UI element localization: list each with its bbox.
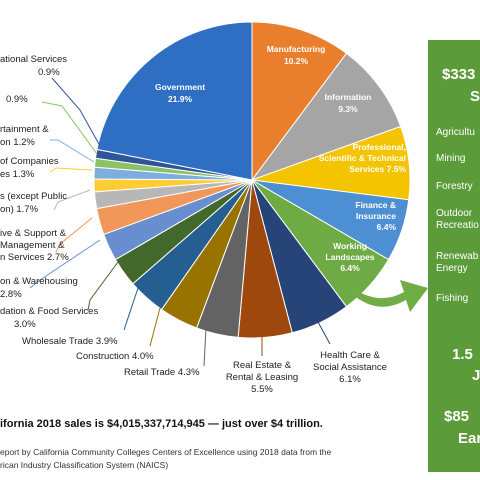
panel-title-suffix: S xyxy=(470,88,480,105)
pie-slice-government xyxy=(96,21,253,181)
leader-admin xyxy=(55,217,93,253)
panel-item-renewable: Renewab xyxy=(436,251,479,262)
panel-item-mining: Mining xyxy=(436,153,466,164)
leader-transport xyxy=(29,239,101,289)
panel-item-recreation: Recreatio xyxy=(436,220,479,231)
slice-label-government: Government 21.9% xyxy=(155,82,205,104)
leader-health xyxy=(317,321,331,345)
slice-label-management: of Companies es 1.3% xyxy=(0,156,59,180)
total-sales-text: ifornia 2018 sales is $4,015,337,714,945… xyxy=(0,418,323,430)
arrow-icon xyxy=(352,280,428,312)
source-line-2: rican Industry Classification System (NA… xyxy=(0,460,169,470)
side-panel xyxy=(428,40,480,472)
slice-label-other: s (except Public on) 1.7% xyxy=(0,191,67,215)
leader-arts xyxy=(50,139,95,163)
slice-label-finance: Finance & Insurance 6.4% xyxy=(355,200,396,232)
leader-accommodation xyxy=(87,261,119,311)
slice-label-accommodation: dation & Food Services 3.0% xyxy=(0,306,98,330)
pie-slice-information xyxy=(250,52,402,182)
slice-label-wholesale: Wholesale Trade 3.9% xyxy=(22,336,118,347)
slice-label-construction: Construction 4.0% xyxy=(76,351,154,362)
slice-label-real-estate: Real Estate & Rental & Leasing 5.5% xyxy=(226,360,298,395)
slice-label-information: Information 9.3% xyxy=(325,92,372,114)
leader-lines xyxy=(29,77,331,367)
panel-item-forestry: Forestry xyxy=(436,181,473,192)
leader-construction xyxy=(149,307,161,347)
slice-label-arts: rtainment & on 1.2% xyxy=(0,124,49,148)
leader-wholesale xyxy=(123,287,139,331)
panel-jobs-number: 1.5 xyxy=(452,346,473,363)
panel-earnings-number: $85 xyxy=(444,408,470,425)
slice-label-retail: Retail Trade 4.3% xyxy=(124,367,200,378)
slice-label-utilities: 0.9% xyxy=(6,94,28,105)
leader-utilities xyxy=(41,101,98,155)
slice-label-manufacturing: Manufacturing 10.2% xyxy=(267,44,326,66)
panel-item-outdoor: Outdoor xyxy=(436,208,473,219)
panel-title-amount: $333 xyxy=(442,66,476,83)
panel-item-energy: Energy xyxy=(436,263,468,274)
leader-educational xyxy=(51,77,101,147)
slice-label-professional: Professional, Scientific & Technical Servi… xyxy=(319,142,407,174)
slice-label-admin: ive & Support & Management & n Services 2.… xyxy=(0,228,69,263)
panel-earnings-label: Ear xyxy=(458,430,480,447)
slice-label-working-landscapes: Working Landscapes 6.4% xyxy=(325,241,374,273)
slice-label-transport: on & Warehousing 2.8% xyxy=(0,276,78,300)
leader-other xyxy=(53,189,91,211)
pie-slices xyxy=(93,21,411,339)
panel-jobs-label: J xyxy=(472,367,480,384)
pie-slice-manufacturing xyxy=(251,21,348,182)
leader-management xyxy=(49,167,93,173)
panel-item-agriculture: Agricultu xyxy=(436,127,475,138)
slice-label-health: Health Care & Social Assistance 6.1% xyxy=(313,350,387,385)
leader-retail xyxy=(203,327,207,367)
panel-item-fishing: Fishing xyxy=(436,293,469,304)
slice-label-educational: ational Services 0.9% xyxy=(0,54,67,78)
source-line-1: eport by California Community Colleges C… xyxy=(0,447,332,457)
